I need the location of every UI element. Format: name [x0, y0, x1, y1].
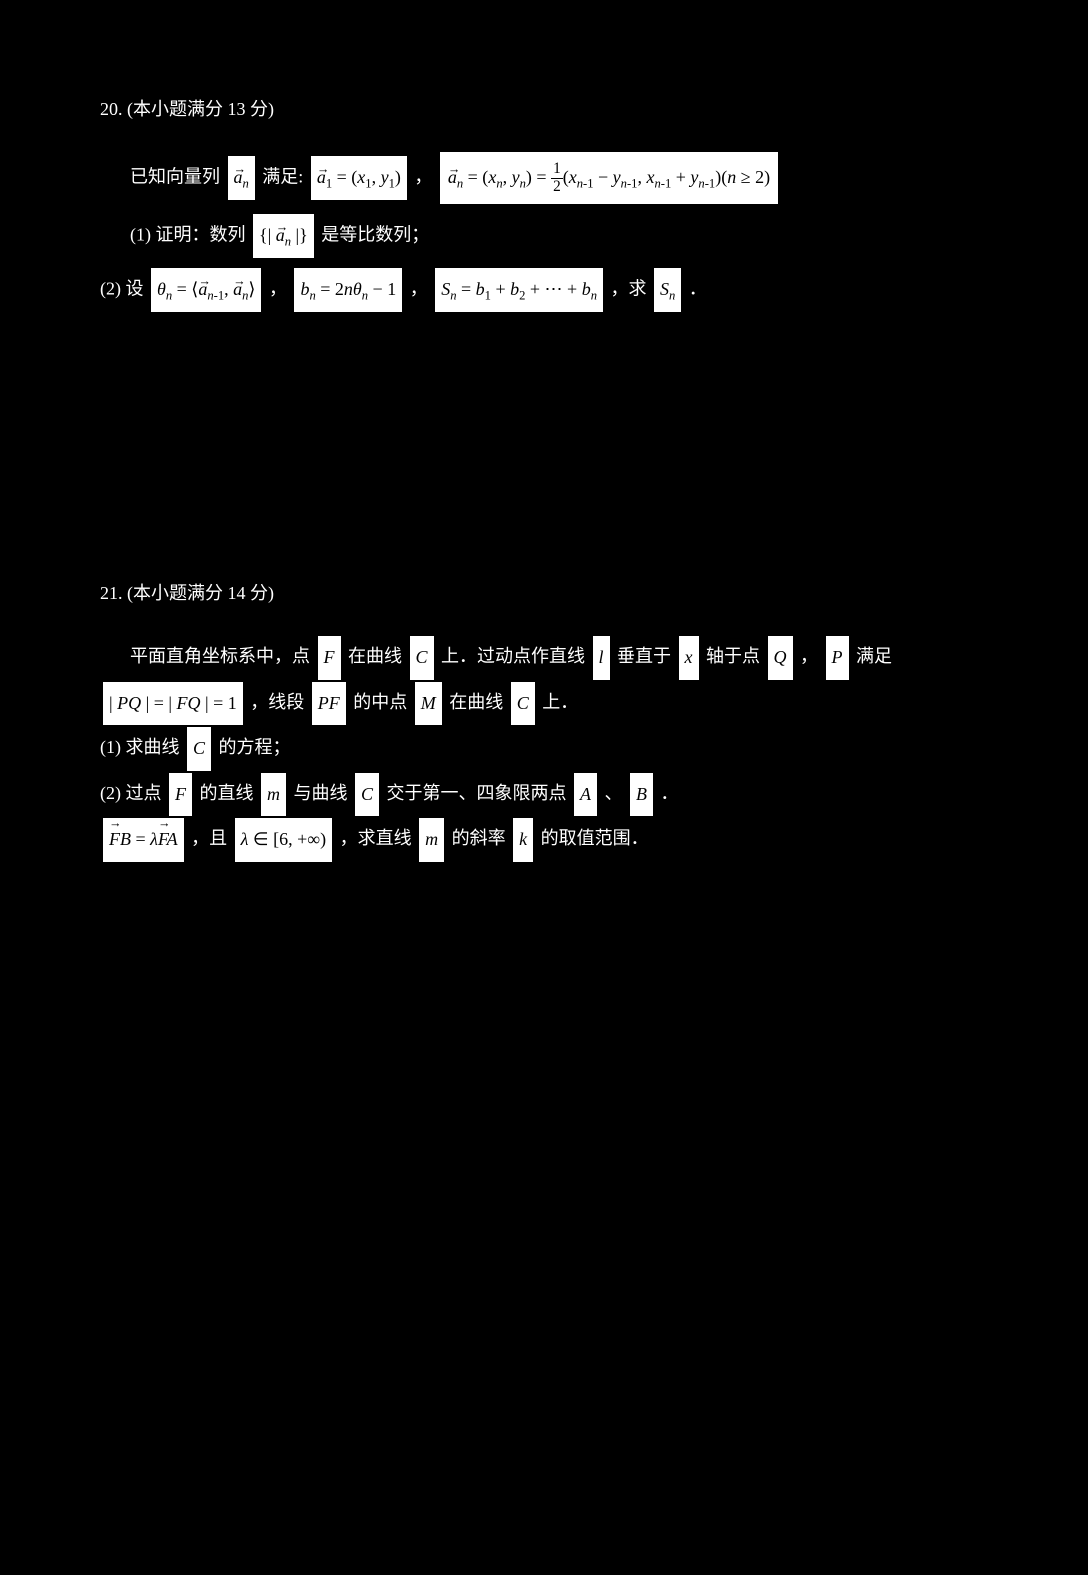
- p21-line2b: 的中点: [353, 692, 407, 712]
- math-bn: bn = 2nθn − 1: [294, 268, 402, 312]
- math-theta: θn = ⟨an-1, an⟩: [151, 268, 261, 312]
- p20-part2-mid: ，求: [611, 278, 647, 298]
- p21-part2a: 过点: [126, 783, 162, 803]
- math-PF: PF: [312, 682, 346, 726]
- p20-part2-num: (2): [100, 278, 121, 298]
- p21-part2d: 交于第一、四象限两点: [387, 783, 567, 803]
- p21-part2b: 的直线: [200, 783, 254, 803]
- p21-line1g: 满足: [856, 646, 892, 666]
- p21-part2-num: (2): [100, 783, 121, 803]
- p20-part2-suffix: ．: [689, 278, 707, 298]
- p20-part1-num: (1): [130, 224, 151, 244]
- p21-lastd: 的斜率: [452, 828, 506, 848]
- math-cond: | PQ | = | FQ | = 1: [103, 682, 243, 726]
- p21-points-prefix: (本小题满分: [127, 583, 223, 603]
- math-l: l: [593, 636, 610, 680]
- p20-intro-mid1: 满足:: [262, 166, 303, 186]
- math-A: A: [574, 773, 597, 817]
- p21-part2e: ．: [661, 783, 679, 803]
- p21-part1-num: (1): [100, 737, 121, 757]
- math-Sn-def: Sn = b1 + b2 + ⋯ + bn: [435, 268, 603, 312]
- math-C-2: C: [511, 682, 535, 726]
- p21-line1f: ，: [800, 646, 818, 666]
- p21-line1c: 上．过动点作直线: [441, 646, 585, 666]
- math-a1: a1 = (x1, y1): [311, 156, 407, 200]
- p20-number: 20.: [100, 99, 123, 119]
- p21-line1d: 垂直于: [617, 646, 671, 666]
- math-m: m: [261, 773, 286, 817]
- math-B: B: [630, 773, 653, 817]
- math-C-1: C: [410, 636, 434, 680]
- math-M: M: [415, 682, 442, 726]
- math-k: k: [513, 818, 533, 862]
- math-m-2: m: [419, 818, 444, 862]
- math-P: P: [826, 636, 849, 680]
- p21-points-value: 14: [228, 583, 246, 603]
- p21-part2-sep: 、: [605, 783, 623, 803]
- p20-points-suffix: 分): [250, 99, 274, 119]
- p20-part2-sep1: ，: [269, 278, 287, 298]
- math-F: F: [318, 636, 341, 680]
- p21-part2c: 与曲线: [294, 783, 348, 803]
- p20-points-prefix: (本小题满分: [127, 99, 223, 119]
- math-Q: Q: [768, 636, 793, 680]
- math-C-4: C: [355, 773, 379, 817]
- p21-line2c: 在曲线: [449, 692, 503, 712]
- p20-part2-prefix: 设: [126, 278, 144, 298]
- math-Sn: Sn: [654, 268, 681, 312]
- p20-part2-sep2: ，: [410, 278, 428, 298]
- math-x: x: [679, 636, 699, 680]
- p21-lastb: ，且: [191, 828, 227, 848]
- p20-part1-suffix: 是等比数列；: [321, 224, 429, 244]
- p21-line2a: ，线段: [250, 692, 304, 712]
- p21-lastc: ，求直线: [340, 828, 412, 848]
- math-seq: {| an |}: [253, 214, 314, 258]
- p21-part1a: 求曲线: [126, 737, 180, 757]
- math-an: an: [228, 156, 255, 200]
- p20-part1-prefix: 证明：数列: [156, 224, 246, 244]
- math-F-2: F: [169, 773, 192, 817]
- p21-line1a: 平面直角坐标系中，点: [130, 646, 310, 666]
- p20-intro-prefix: 已知向量列: [130, 166, 220, 186]
- p21-laste: 的取值范围．: [541, 828, 649, 848]
- p20-points-value: 13: [228, 99, 246, 119]
- p21-points-suffix: 分): [250, 583, 274, 603]
- p21-number: 21.: [100, 583, 123, 603]
- p20-intro-sep: ，: [414, 166, 432, 186]
- math-FB: FB = λFA: [103, 818, 184, 862]
- p21-line1b: 在曲线: [348, 646, 402, 666]
- p21-line2d: 上．: [542, 692, 578, 712]
- math-lambda: λ ∈ [6, +∞): [235, 818, 332, 862]
- p21-part1b: 的方程；: [219, 737, 291, 757]
- math-C-3: C: [187, 727, 211, 771]
- math-recur: an = (xn, yn) = 12(xn-1 − yn-1, xn-1 + y…: [440, 152, 778, 204]
- p21-line1e: 轴于点: [706, 646, 760, 666]
